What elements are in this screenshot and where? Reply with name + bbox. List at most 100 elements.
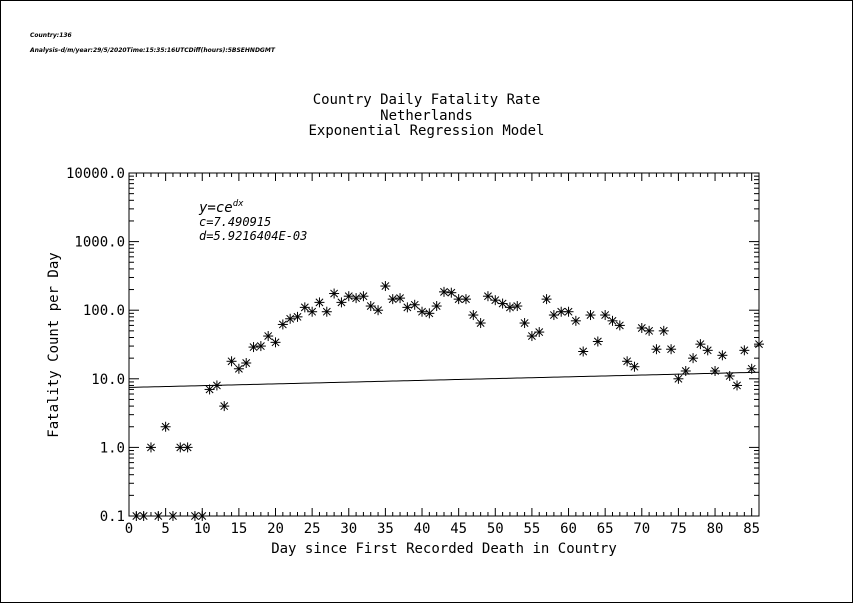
y-tick-label-10.0: 10.0 [91, 372, 125, 388]
data-point-60 [570, 315, 581, 326]
x-tick-label-15: 15 [230, 521, 247, 537]
data-point-42 [439, 286, 449, 297]
equation-line: y=cedx [198, 199, 244, 216]
data-point-23 [299, 302, 310, 313]
data-point-59 [563, 306, 574, 317]
data-point-40 [424, 308, 435, 319]
data-point-22 [292, 311, 303, 322]
chart-title: Country Daily Fatality Rate [312, 92, 541, 108]
data-point-63 [592, 336, 603, 347]
data-point-21 [285, 313, 296, 324]
chart-model: Exponential Regression Model [308, 123, 545, 139]
x-tick-label-0: 0 [125, 521, 133, 537]
x-tick-label-5: 5 [161, 521, 169, 537]
data-point-38 [409, 299, 420, 310]
equation-c: c=7.490915 [199, 215, 271, 229]
data-point-75 [680, 365, 691, 376]
x-tick-label-80: 80 [707, 521, 724, 537]
data-point-45 [460, 294, 471, 305]
x-tick-label-10: 10 [194, 521, 211, 537]
data-point-6 [175, 442, 186, 453]
ticks: 0 5 10 15 20 25 30 35 40 45 50 55 60 65 70 75 80 85 0.1 1.0… [66, 166, 760, 537]
data-point-73 [666, 344, 677, 355]
data-point-48 [482, 291, 493, 302]
data-point-19 [270, 337, 281, 348]
data-point-66 [614, 320, 625, 331]
header-country: Country:136 [30, 32, 72, 39]
data-point-84 [746, 363, 757, 374]
data-point-39 [417, 306, 428, 317]
y-axis-label: Fatality Count per Day [46, 252, 62, 437]
data-point-69 [636, 323, 647, 334]
data-point-41 [431, 301, 442, 312]
x-tick-label-70: 70 [633, 521, 650, 537]
data-point-32 [365, 301, 376, 312]
y-tick-label-0.1: 0.1 [100, 509, 125, 525]
y-tick-label-1.0: 1.0 [100, 440, 125, 456]
data-point-61 [578, 346, 589, 357]
x-tick-label-45: 45 [450, 521, 467, 537]
x-axis-label: Day since First Recorded Death in Countr… [271, 541, 617, 557]
data-point-51 [504, 302, 515, 313]
data-point-14 [233, 363, 244, 374]
y-tick-label-1000.0: 1000.0 [74, 235, 125, 251]
data-point-65 [607, 315, 618, 326]
data-point-80 [717, 350, 728, 361]
data-point-28 [336, 297, 347, 308]
data-point-70 [644, 325, 655, 336]
data-point-33 [373, 305, 384, 316]
y-tick-label-10000.0: 10000.0 [66, 166, 125, 182]
data-point-50 [497, 298, 508, 309]
data-point-82 [732, 380, 743, 391]
data-point-53 [519, 318, 530, 329]
data-point-64 [600, 310, 611, 321]
fit-group [128, 371, 760, 388]
header-analysis: Analysis-d/m/year:29/5/2020Time:15:35:16… [30, 47, 275, 54]
data-point-78 [702, 345, 713, 356]
x-tick-label-65: 65 [597, 521, 614, 537]
data-point-55 [534, 327, 545, 338]
data-point-85 [754, 339, 764, 350]
x-tick-label-55: 55 [523, 521, 540, 537]
data-point-47 [475, 318, 486, 329]
fit-line [128, 371, 760, 388]
data-point-4 [160, 421, 171, 432]
x-tick-label-75: 75 [670, 521, 687, 537]
data-point-56 [541, 294, 552, 305]
data-point-57 [548, 310, 559, 321]
data-point-43 [446, 287, 457, 298]
data-point-34 [380, 281, 391, 292]
data-point-71 [651, 344, 662, 355]
y-tick-label-100.0: 100.0 [83, 303, 125, 319]
x-tick-label-25: 25 [304, 521, 321, 537]
x-tick-label-85: 85 [743, 521, 760, 537]
data-point-16 [248, 342, 259, 353]
data-point-37 [402, 302, 413, 313]
chart-subtitle: Netherlands [380, 108, 473, 124]
data-point-26 [321, 306, 332, 317]
data-point-46 [468, 310, 479, 321]
data-point-72 [658, 325, 669, 336]
data-point-31 [358, 291, 369, 302]
data-point-24 [307, 306, 318, 317]
x-tick-label-30: 30 [340, 521, 357, 537]
data-point-62 [585, 310, 596, 321]
data-point-83 [739, 345, 750, 356]
data-point-10 [204, 384, 215, 395]
data-point-35 [387, 294, 398, 305]
data-point-17 [255, 341, 266, 352]
data-point-49 [490, 295, 501, 306]
data-point-13 [226, 356, 237, 367]
data-point-68 [629, 361, 640, 372]
data-point-12 [219, 401, 230, 412]
data-point-76 [688, 353, 699, 364]
data-point-18 [263, 331, 274, 342]
data-point-20 [277, 319, 288, 330]
data-point-15 [241, 357, 252, 368]
data-point-81 [724, 370, 735, 381]
data-point-29 [343, 291, 354, 302]
data-point-7 [182, 442, 193, 453]
data-point-27 [329, 288, 340, 299]
